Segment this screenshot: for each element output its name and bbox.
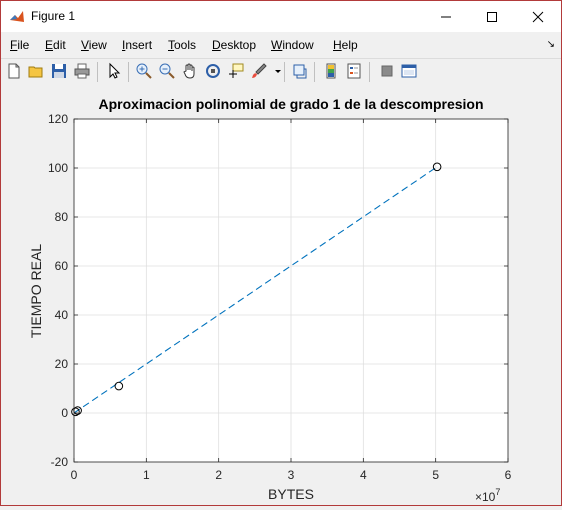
brush-icon[interactable] [250,62,268,80]
y-tick-label: 80 [55,210,69,224]
plot-series [71,162,442,417]
data-cursor-icon[interactable] [227,62,245,80]
x-tick-label: 0 [71,468,78,482]
legend-icon[interactable] [345,62,363,80]
menu-desktop[interactable]: Desktop [212,38,257,52]
y-tick-label: 20 [55,357,69,371]
toolbar-separator [97,62,98,82]
data-point [71,407,80,417]
figure-canvas: 0 1 2 3 4 5 6 -20 0 20 40 60 80 100 120 Aproximacion p… [1,85,561,505]
y-tick-label: 0 [61,406,68,420]
data-point [114,381,124,391]
x-tick-label: 2 [215,468,222,482]
x-tick-label: 5 [432,468,439,482]
open-file-icon[interactable] [27,62,45,80]
x-tick-label: 6 [505,468,512,482]
window-title: Figure 1 [31,9,76,23]
colorbar-icon[interactable] [322,62,340,80]
menu-help[interactable]: Help [333,38,358,52]
data-point [432,162,442,172]
maximize-button[interactable] [469,1,515,32]
hide-plot-tools-icon[interactable] [378,62,396,80]
toolbar-separator [128,62,129,82]
x-axis-label: BYTES [268,486,314,502]
minimize-icon [441,16,451,17]
zoom-in-icon[interactable] [135,62,153,80]
menu-tools[interactable]: Tools [168,38,197,52]
brush-dropdown-icon[interactable] [269,62,287,80]
close-icon [532,11,544,22]
y-tick-label: 120 [48,112,68,126]
fit-line [73,166,438,414]
pointer-icon[interactable] [105,62,123,80]
dock-arrow-icon[interactable]: ↘ [546,39,555,50]
link-plot-icon[interactable] [291,62,309,80]
x-tick-label: 3 [288,468,295,482]
matlab-logo-icon [9,9,25,25]
print-icon[interactable] [73,62,91,80]
toolbar-separator [369,62,370,82]
chart-title: Aproximacion polinomial de grado 1 de la… [98,96,483,112]
x-tick-label: 4 [360,468,367,482]
y-tick-label: -20 [51,455,69,469]
rotate-3d-icon[interactable] [204,62,222,80]
toolbar-separator [314,62,315,82]
menu-view[interactable]: View [81,38,107,52]
figure-toolbar [1,58,561,86]
save-icon[interactable] [50,62,68,80]
menu-edit[interactable]: Edit [45,38,66,52]
y-axis-label: TIEMPO REAL [28,244,44,338]
y-tick-label: 100 [48,161,68,175]
y-tick-label: 40 [55,308,69,322]
menu-bar: File Edit View Insert Tools Desktop Wind… [1,34,561,56]
maximize-icon [487,11,497,22]
y-tick-label: 60 [55,259,69,273]
menu-file[interactable]: File [10,38,30,52]
menu-window[interactable]: Window [271,38,314,52]
toolbar-separator [284,62,285,82]
title-bar[interactable]: Figure 1 [1,1,561,32]
x-tick-label: 1 [143,468,150,482]
new-figure-icon[interactable] [5,62,23,80]
close-button[interactable] [515,1,561,32]
menu-insert[interactable]: Insert [122,38,153,52]
x-axis-exponent: ×107 [475,487,500,504]
minimize-button[interactable] [423,1,469,32]
show-plot-tools-icon[interactable] [400,62,418,80]
pan-icon[interactable] [181,62,199,80]
zoom-out-icon[interactable] [158,62,176,80]
